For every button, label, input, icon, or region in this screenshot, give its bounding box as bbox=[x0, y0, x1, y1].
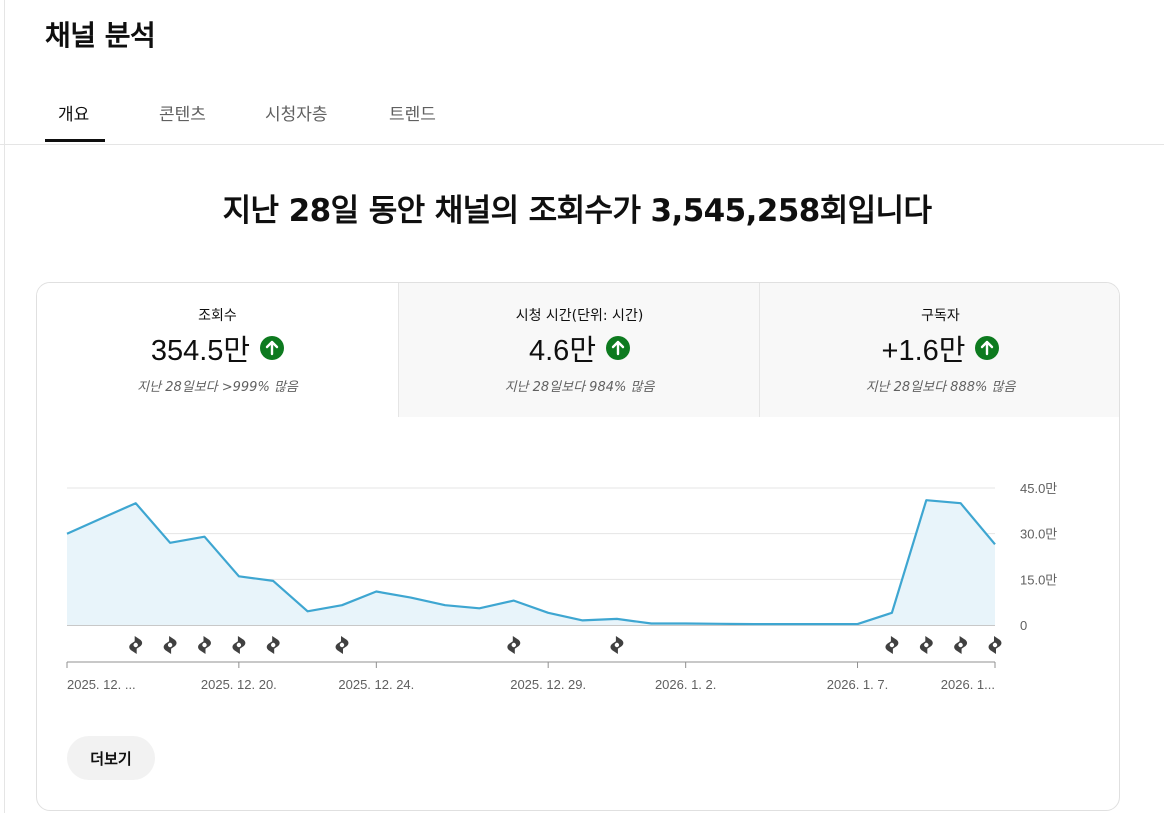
x-tick-label: 2025. 12. 29. bbox=[510, 677, 586, 692]
metric-comparison: 지난 28일보다 >999% 많음 bbox=[137, 380, 298, 395]
y-tick-label: 15.0만 bbox=[1020, 572, 1057, 587]
metric-comparison: 지난 28일보다 888% 많음 bbox=[865, 380, 1016, 395]
shorts-icon[interactable] bbox=[232, 636, 246, 654]
page-title: 채널 분석 bbox=[45, 19, 156, 52]
shorts-icon[interactable] bbox=[610, 636, 624, 654]
y-tick-label: 30.0만 bbox=[1020, 527, 1057, 542]
metric-label: 조회수 bbox=[198, 308, 237, 324]
see-more-button[interactable]: 더보기 bbox=[67, 736, 155, 780]
metric-value: 354.5만 bbox=[150, 335, 251, 367]
metric-label: 구독자 bbox=[921, 308, 960, 324]
active-tab-indicator bbox=[45, 139, 105, 142]
shorts-icon[interactable] bbox=[919, 636, 933, 654]
tab-audience[interactable]: 시청자층 bbox=[265, 105, 328, 125]
shorts-icon[interactable] bbox=[129, 636, 143, 654]
shorts-icon[interactable] bbox=[163, 636, 177, 654]
tab-trends[interactable]: 트렌드 bbox=[389, 105, 436, 125]
tab-content[interactable]: 콘텐츠 bbox=[159, 105, 206, 125]
x-tick-label: 2025. 12. ... bbox=[67, 677, 136, 692]
analytics-card: 조회수 354.5만 지난 28일보다 >999% 많음 시청 시간(단위: 시… bbox=[36, 282, 1120, 811]
shorts-icon[interactable] bbox=[954, 636, 968, 654]
x-tick-label: 2025. 12. 24. bbox=[338, 677, 414, 692]
summary-headline: 지난 28일 동안 채널의 조회수가 3,545,258회입니다 bbox=[222, 193, 932, 229]
y-tick-label: 45.0만 bbox=[1020, 481, 1057, 496]
area-fill bbox=[67, 500, 995, 625]
metric-tab-watch-time[interactable]: 시청 시간(단위: 시간) 4.6만 지난 28일보다 984% 많음 bbox=[398, 283, 760, 417]
views-series-line bbox=[66, 499, 996, 626]
metric-tab-views[interactable]: 조회수 354.5만 지난 28일보다 >999% 많음 bbox=[37, 283, 398, 417]
x-tick-label: 2025. 12. 20. bbox=[201, 677, 277, 692]
metric-tab-subscribers[interactable]: 구독자 +1.6만 지난 28일보다 888% 많음 bbox=[759, 283, 1119, 417]
x-tick-label: 2026. 1... bbox=[941, 677, 995, 692]
arrow-up-icon bbox=[975, 336, 1000, 360]
left-divider bbox=[4, 0, 5, 813]
shorts-icon[interactable] bbox=[507, 636, 521, 654]
x-tick-label: 2026. 1. 7. bbox=[827, 677, 888, 692]
metric-label: 시청 시간(단위: 시간) bbox=[515, 308, 644, 324]
shorts-icon[interactable] bbox=[335, 636, 349, 654]
tab-bar: 개요 콘텐츠 시청자층 트렌드 bbox=[0, 88, 1164, 145]
views-line-chart: 45.0만 30.0만 15.0만 0 2025. 12. ... 2025. 12. 2… bbox=[66, 481, 1057, 692]
arrow-up-icon bbox=[606, 336, 630, 360]
shorts-icon[interactable] bbox=[198, 636, 211, 654]
shorts-icon[interactable] bbox=[885, 636, 899, 654]
y-tick-label: 0 bbox=[1020, 618, 1027, 633]
metric-value: 4.6만 bbox=[529, 335, 596, 367]
shorts-icon[interactable] bbox=[988, 636, 1002, 654]
metric-value: +1.6만 bbox=[881, 335, 966, 367]
x-tick-label: 2026. 1. 2. bbox=[655, 677, 716, 692]
shorts-icon[interactable] bbox=[266, 636, 280, 654]
tab-overview[interactable]: 개요 bbox=[58, 105, 90, 125]
arrow-up-icon bbox=[260, 336, 285, 360]
metric-comparison: 지난 28일보다 984% 많음 bbox=[504, 380, 655, 395]
